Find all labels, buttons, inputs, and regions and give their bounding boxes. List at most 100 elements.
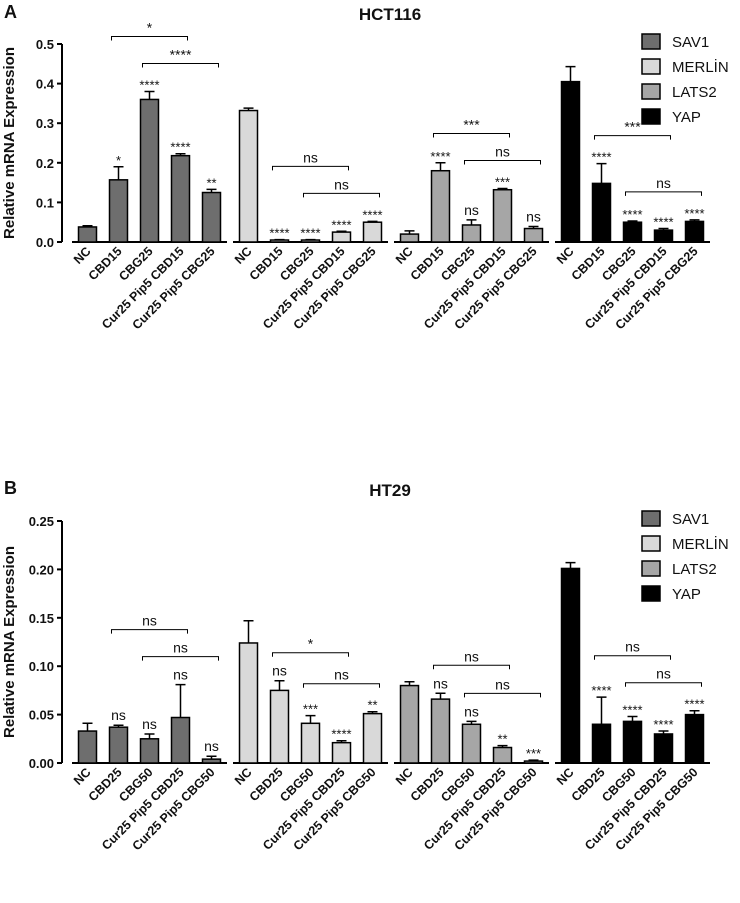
comparison-bracket xyxy=(464,160,541,165)
bar xyxy=(591,182,612,243)
x-tick-label: NC xyxy=(232,765,255,788)
bar xyxy=(622,221,643,243)
y-tick-label: 0.20 xyxy=(29,562,54,577)
significance-label: **** xyxy=(430,149,450,164)
panel: B HT29 Relative mRNA Expression 0.00 0.05 0.1… xyxy=(1,478,729,853)
error-bar xyxy=(243,107,254,111)
bar xyxy=(430,169,451,243)
comparison-bracket xyxy=(272,652,349,657)
significance-label: *** xyxy=(526,746,541,761)
significance-label: **** xyxy=(331,217,351,232)
comparison-label: ns xyxy=(495,676,510,692)
x-tick-label: NC xyxy=(232,244,255,267)
significance-label: **** xyxy=(331,727,351,742)
bar xyxy=(560,567,581,764)
bar xyxy=(362,221,383,243)
significance-label: **** xyxy=(139,78,159,93)
significance-label: ns xyxy=(526,209,541,225)
error-bar xyxy=(175,683,186,718)
comparison-label: * xyxy=(147,20,153,36)
legend-label: LATS2 xyxy=(672,561,717,578)
significance-label: **** xyxy=(591,683,611,698)
error-bar xyxy=(367,710,378,714)
bar xyxy=(238,642,259,764)
comparison-label: ns xyxy=(495,144,510,160)
bar xyxy=(430,698,451,764)
comparison-label: ns xyxy=(625,639,640,655)
error-bar xyxy=(627,715,638,722)
error-bar xyxy=(206,188,217,193)
bar xyxy=(108,179,129,243)
error-bar xyxy=(336,230,347,233)
y-tick-label: 0.05 xyxy=(29,708,54,723)
bar xyxy=(201,191,222,243)
significance-label: ns xyxy=(173,667,188,683)
bar xyxy=(399,684,420,764)
error-bar xyxy=(367,220,378,223)
comparison-label: ns xyxy=(303,149,318,165)
legend-swatch xyxy=(641,560,661,577)
significance-label: ns xyxy=(272,663,287,679)
significance-label: ** xyxy=(367,698,377,713)
error-bar xyxy=(689,219,700,222)
significance-label: * xyxy=(116,153,121,168)
significance-label: *** xyxy=(495,175,510,190)
bar xyxy=(170,716,191,764)
y-tick-label: 0.25 xyxy=(29,514,54,529)
significance-label: ns xyxy=(204,738,219,754)
significance-label: ns xyxy=(111,707,126,723)
y-tick-label: 0.15 xyxy=(29,611,54,626)
bar xyxy=(653,229,674,243)
chart-title: HCT116 xyxy=(359,5,421,24)
error-bar xyxy=(404,680,415,686)
comparison-bracket xyxy=(111,629,188,634)
legend-swatch xyxy=(641,83,661,100)
legend-swatch xyxy=(641,58,661,75)
comparison-label: *** xyxy=(463,117,480,133)
legend-label: YAP xyxy=(672,586,701,603)
significance-label: **** xyxy=(362,207,382,222)
significance-label: ** xyxy=(206,175,216,190)
comparison-label: ns xyxy=(464,648,479,664)
error-bar xyxy=(435,692,446,700)
significance-label: **** xyxy=(300,226,320,241)
comparison-bracket xyxy=(625,682,702,687)
comparison-bracket xyxy=(464,692,541,698)
bar xyxy=(622,720,643,764)
bar xyxy=(331,231,352,243)
comparison-label: ns xyxy=(142,613,157,629)
y-tick-label: 0.2 xyxy=(36,156,54,171)
x-tick-label: NC xyxy=(554,765,577,788)
error-bar xyxy=(658,730,669,734)
y-tick-label: 0.4 xyxy=(36,77,55,92)
error-bar xyxy=(82,225,93,227)
y-tick-label: 0.3 xyxy=(36,116,54,131)
significance-label: ns xyxy=(464,703,479,719)
bar xyxy=(269,689,290,764)
bar xyxy=(77,226,98,243)
error-bar xyxy=(658,227,669,231)
comparison-bracket xyxy=(433,133,510,138)
error-bar xyxy=(206,755,217,760)
bar xyxy=(399,233,420,243)
error-bar xyxy=(689,709,700,715)
y-tick-label: 0.00 xyxy=(29,756,54,771)
x-tick-label: NC xyxy=(554,244,577,267)
y-axis-label: Relative mRNA Expression xyxy=(1,47,18,239)
significance-label: *** xyxy=(303,702,318,717)
comparison-label: ns xyxy=(656,666,671,682)
legend-label: YAP xyxy=(672,109,701,126)
bar xyxy=(331,741,352,764)
legend-swatch xyxy=(641,585,661,602)
significance-label: ** xyxy=(497,732,507,747)
error-bar xyxy=(596,696,607,725)
bar xyxy=(591,723,612,764)
comparison-bracket xyxy=(594,135,671,140)
comparison-bracket xyxy=(303,683,380,688)
y-tick-label: 0.5 xyxy=(36,37,54,52)
comparison-label: ns xyxy=(656,175,671,191)
x-tick-label: NC xyxy=(71,765,94,788)
comparison-label: *** xyxy=(624,119,641,135)
legend-label: SAV1 xyxy=(672,511,709,528)
bar xyxy=(201,758,222,764)
